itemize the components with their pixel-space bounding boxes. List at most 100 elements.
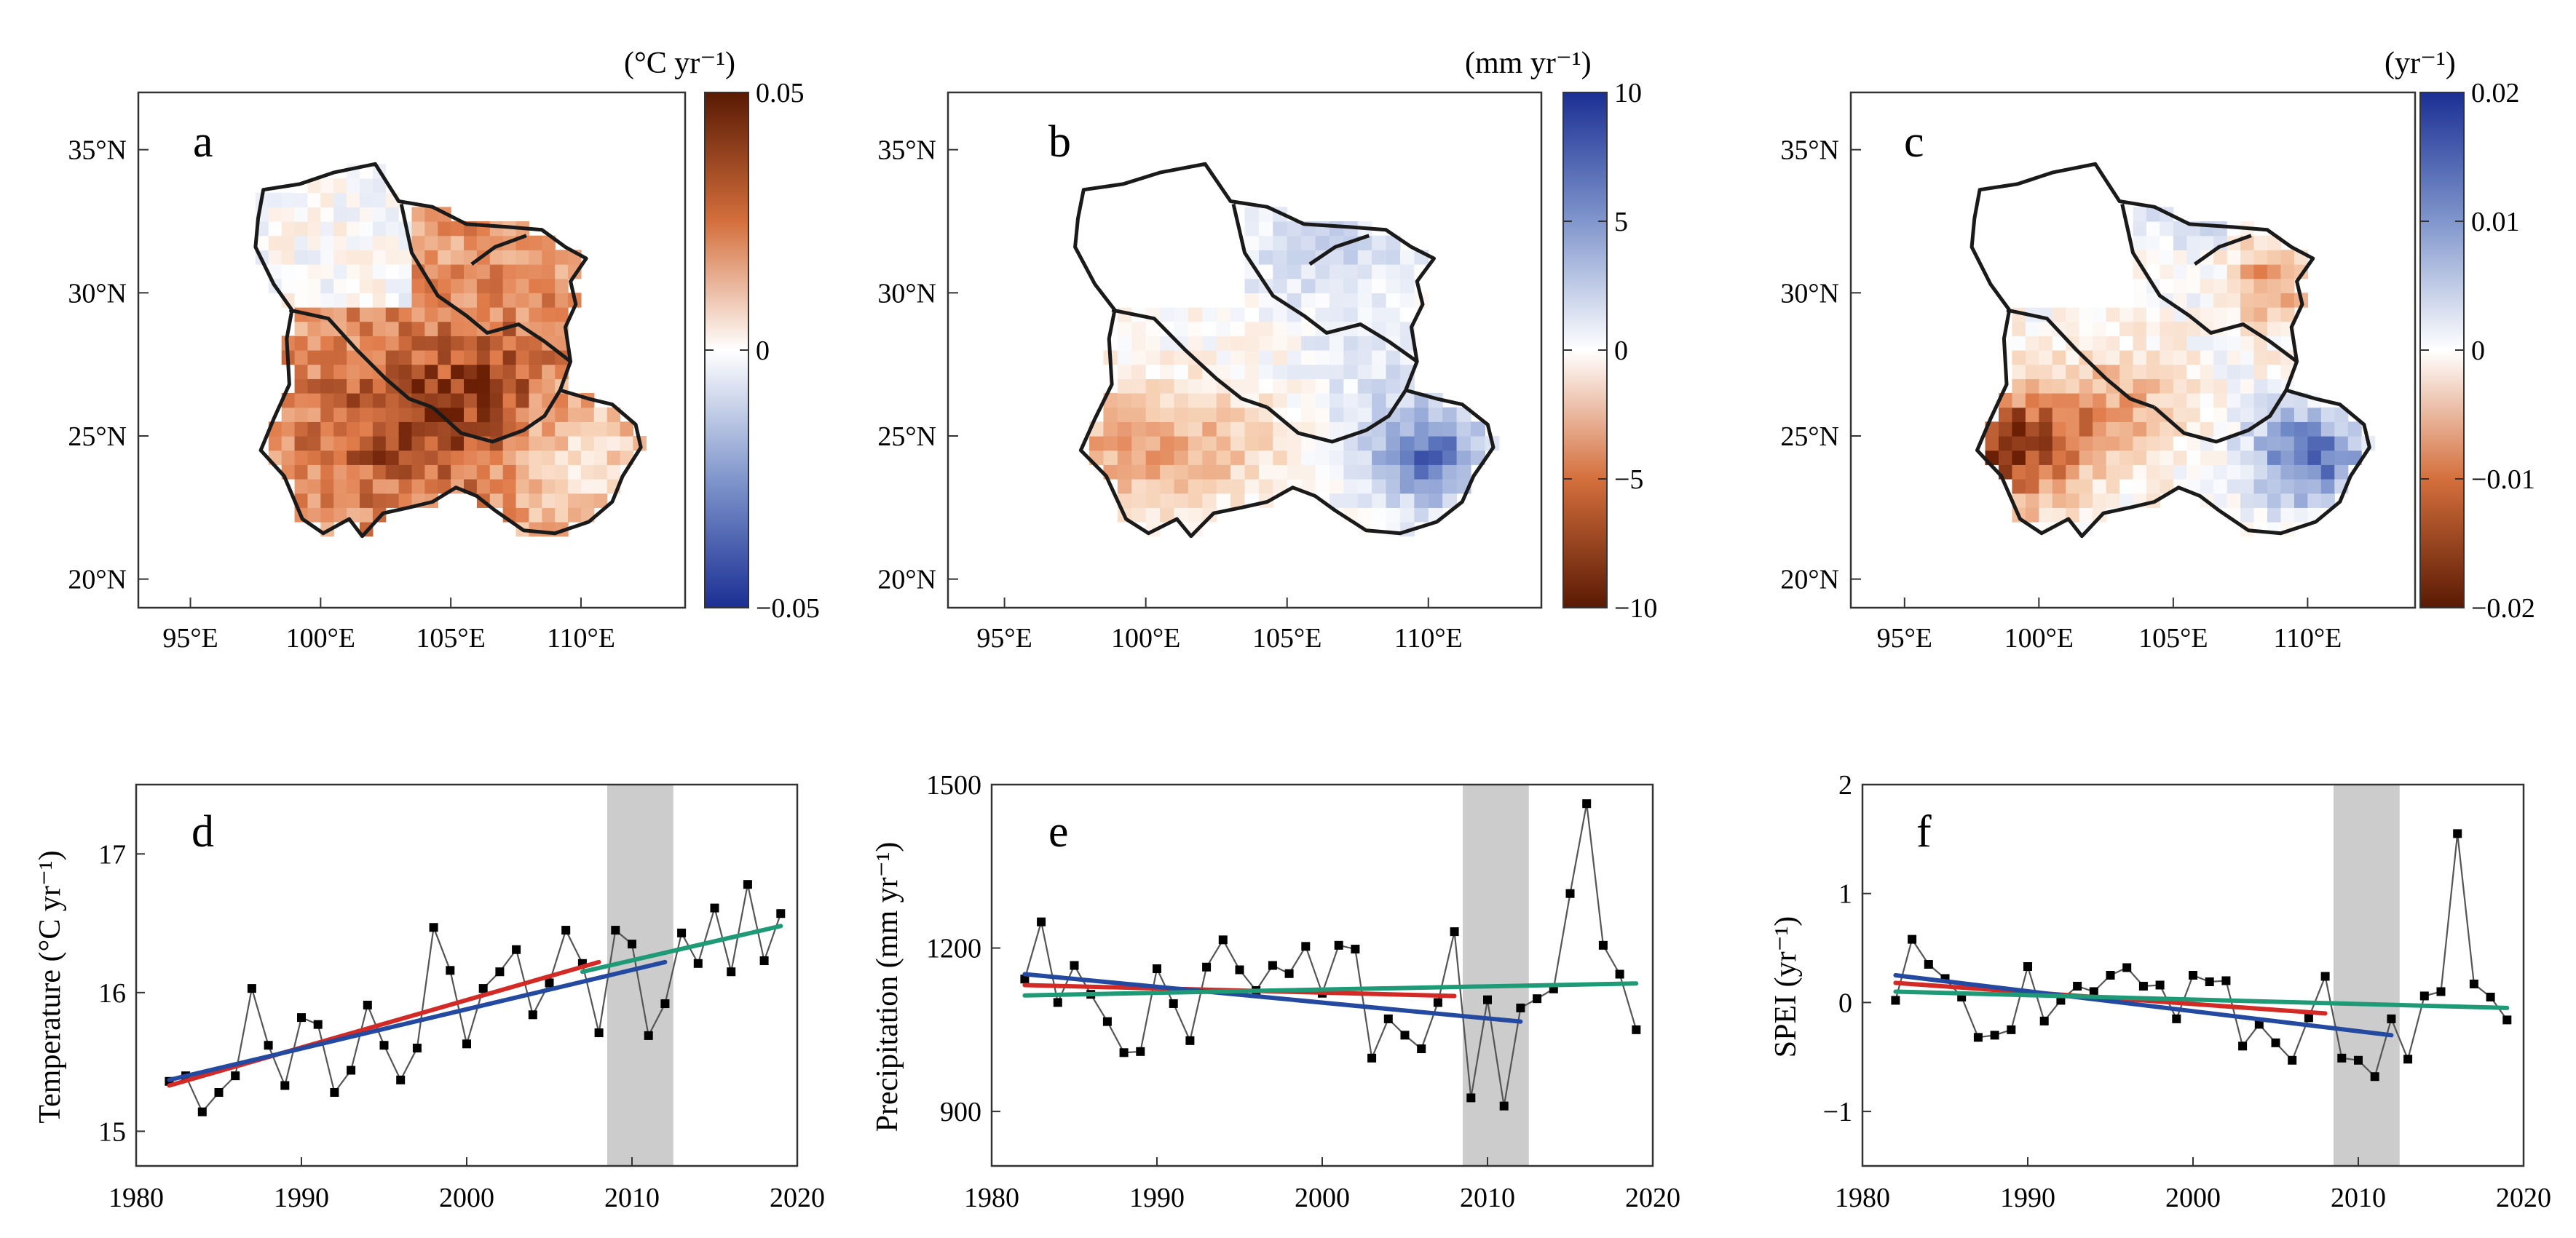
grid-cell [2066,407,2080,422]
grid-cell [2052,421,2066,437]
grid-cell [476,364,491,379]
grid-cell [1216,207,1231,222]
data-point [1102,1017,1112,1026]
grid-cell [1103,278,1118,293]
grid-cell [1329,493,1344,508]
grid-cell [2160,264,2174,279]
grid-cell [2200,364,2214,379]
grid-cell [451,436,465,451]
grid-cell [1145,493,1161,508]
province-boundary [1111,308,1268,410]
grid-cell [451,393,465,408]
trend-line-1982-2012 [1022,972,1523,1024]
grid-cell [593,407,608,422]
grid-cell [1174,364,1189,379]
colorbar-tick-label: 5 [1614,207,1628,237]
grid-cell [2039,207,2053,222]
grid-cell [424,464,438,480]
grid-cell [2093,207,2107,222]
grid-cell [2133,235,2147,250]
grid-cell [2119,278,2134,293]
grid-cell [2293,421,2308,437]
grid-cell [1117,364,1132,379]
grid-cell [2079,364,2093,379]
grid-cell [2146,464,2160,480]
grid-cell [281,436,296,451]
grid-cell [333,393,347,408]
grid-cell [1998,250,2013,265]
grid-cell [2334,407,2349,422]
grid-cell [2012,192,2026,207]
grid-cell [1414,421,1429,437]
grid-cell [1216,350,1231,365]
grid-cell [1188,250,1203,265]
grid-cell [1357,493,1372,508]
grid-cell [1315,350,1330,365]
grid-cell [1244,207,1260,222]
grid-cell [2280,264,2295,279]
grid-cell [1202,293,1217,308]
grid-cell [542,364,556,379]
grid-cell [1202,278,1217,293]
grid-cell [1188,436,1203,451]
grid-cell [2173,235,2187,250]
grid-cell [489,307,504,322]
grid-cell [2240,250,2255,265]
grid-cell [1216,464,1231,480]
data-point [2205,977,2214,986]
grid-cell [2186,479,2201,494]
grid-cell [347,207,360,222]
grid-cell [1414,479,1429,494]
grid-cell [359,378,374,394]
panel-letter-e: e [1048,807,1069,857]
grid-cell [1315,307,1330,322]
grid-cell [2133,450,2147,465]
grid-cell [1202,235,1217,250]
province-boundary [2153,389,2288,444]
grid-cell [1230,450,1246,465]
grid-cell [2173,278,2187,293]
grid-cell [307,278,321,293]
grid-cell [2160,221,2174,237]
grid-cell [333,336,347,351]
grid-cell [1131,464,1147,480]
grid-cell [333,464,347,480]
grid-cell [1258,207,1273,222]
x-tick-label: 2020 [770,1183,825,1213]
grid-cell [489,264,504,279]
grid-cell [333,450,347,465]
grid-cell [438,378,451,394]
grid-cell [2186,464,2201,480]
grid-cell [1216,450,1231,465]
grid-cell [1202,336,1217,351]
grid-cell [2039,264,2053,279]
grid-cell [2093,235,2107,250]
grid-cell [398,350,413,365]
grid-cell [320,378,334,394]
grid-cell [1230,407,1246,422]
grid-cell [398,450,413,465]
grid-cell [1985,235,1999,250]
grid-cell [2106,264,2120,279]
grid-cell [515,278,530,293]
data-point [2138,981,2148,991]
grid-cell [372,350,387,365]
grid-cell [2093,192,2107,207]
grid-cell [2213,350,2228,365]
grid-cell [2227,393,2241,408]
grid-cell [411,421,425,437]
grid-cell [2052,250,2066,265]
colorbar-tick-label: 0.05 [756,78,805,108]
grid-cell [502,350,517,365]
grid-cell [489,278,504,293]
data-point [2370,1072,2379,1082]
data-point [231,1071,240,1081]
grid-cell [1329,278,1344,293]
x-tick-label: 2020 [1625,1183,1680,1213]
province-boundary [1308,234,1370,266]
grid-cell [347,364,360,379]
grid-cell [2160,336,2174,351]
grid-cell [1386,264,1401,279]
grid-cell [1357,450,1372,465]
grid-cell [1287,336,1302,351]
